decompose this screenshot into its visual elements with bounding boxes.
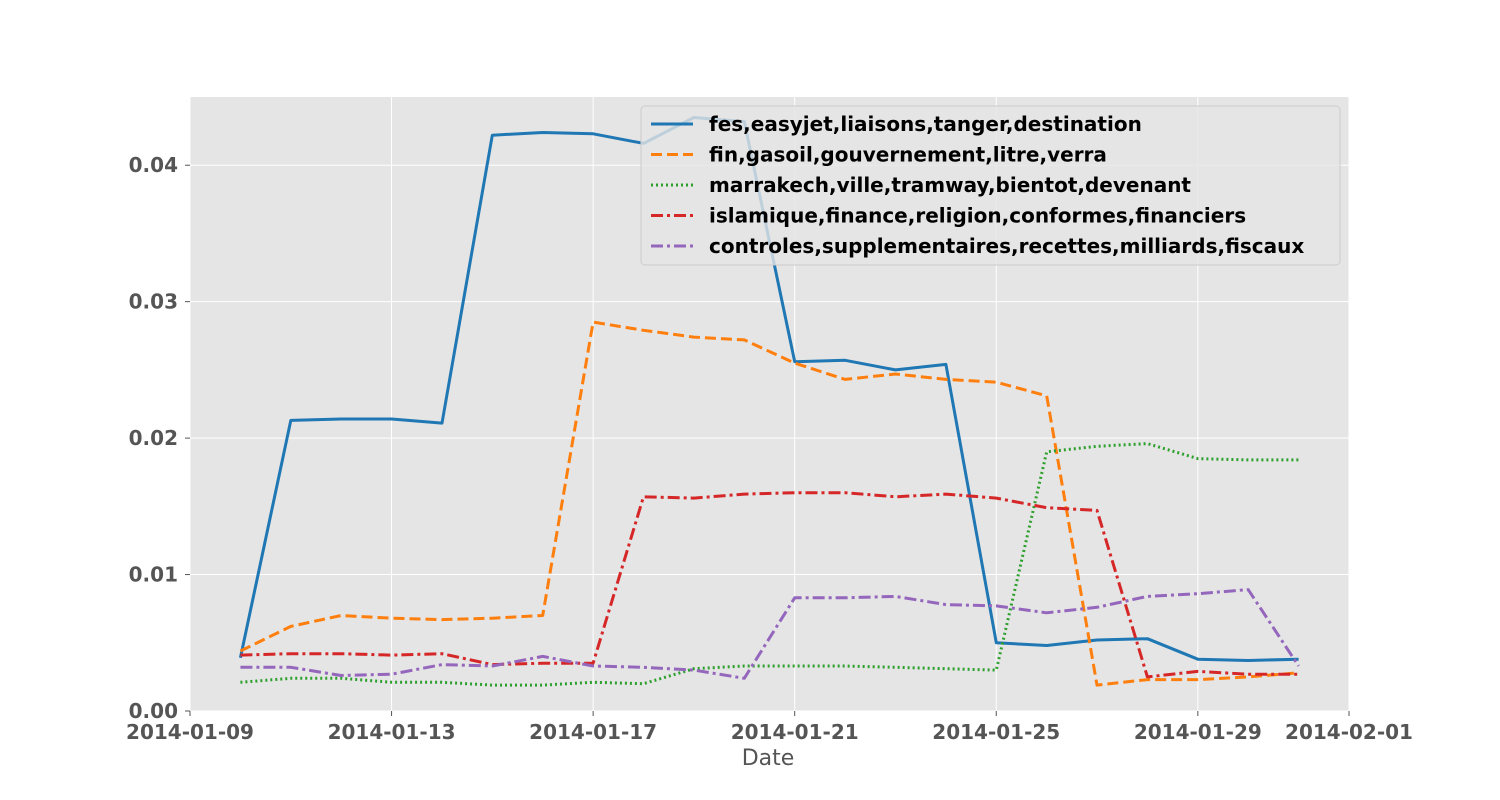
axis-ticks: 2014-01-09 2014-01-13 2014-01-17 2014-01-21… [126,153,1413,744]
y-tick-label: 0.01 [129,563,178,587]
legend-box [640,105,1341,266]
x-tick-label: 2014-01-17 [529,720,657,744]
y-tick-label: 0.04 [129,153,178,177]
x-tick-label: 2014-02-01 [1285,720,1413,744]
y-tick-label: 0.02 [129,426,178,450]
x-tick-label: 2014-01-09 [126,720,254,744]
series-line-4 [240,491,1299,679]
y-tick-label: 0.00 [129,699,178,723]
x-tick-label: 2014-01-29 [1134,720,1262,744]
grid-lines [189,97,1350,712]
x-tick-label: 2014-01-21 [731,720,859,744]
x-tick-label: 2014-01-13 [328,720,456,744]
legend-label-3: marrakech,ville,tramway,bientot,devenant [709,173,1191,197]
legend-label-4: islamique,finance,religion,conformes,fin… [709,204,1246,228]
series-line-5 [240,588,1300,680]
series-line-3 [240,442,1299,687]
y-tick-label: 0.03 [129,290,178,314]
series-line-2 [239,320,1299,687]
x-tick-label: 2014-01-25 [932,720,1060,744]
x-axis-title: Date [742,746,795,771]
legend: fes,easyjet,liaisons,tanger,destination f… [640,105,1341,266]
legend-label-5: controles,supplementaires,recettes,milli… [709,234,1304,258]
legend-label-1: fes,easyjet,liaisons,tanger,destination [709,112,1142,136]
legend-label-2: fin,gasoil,gouvernement,litre,verra [709,143,1107,167]
